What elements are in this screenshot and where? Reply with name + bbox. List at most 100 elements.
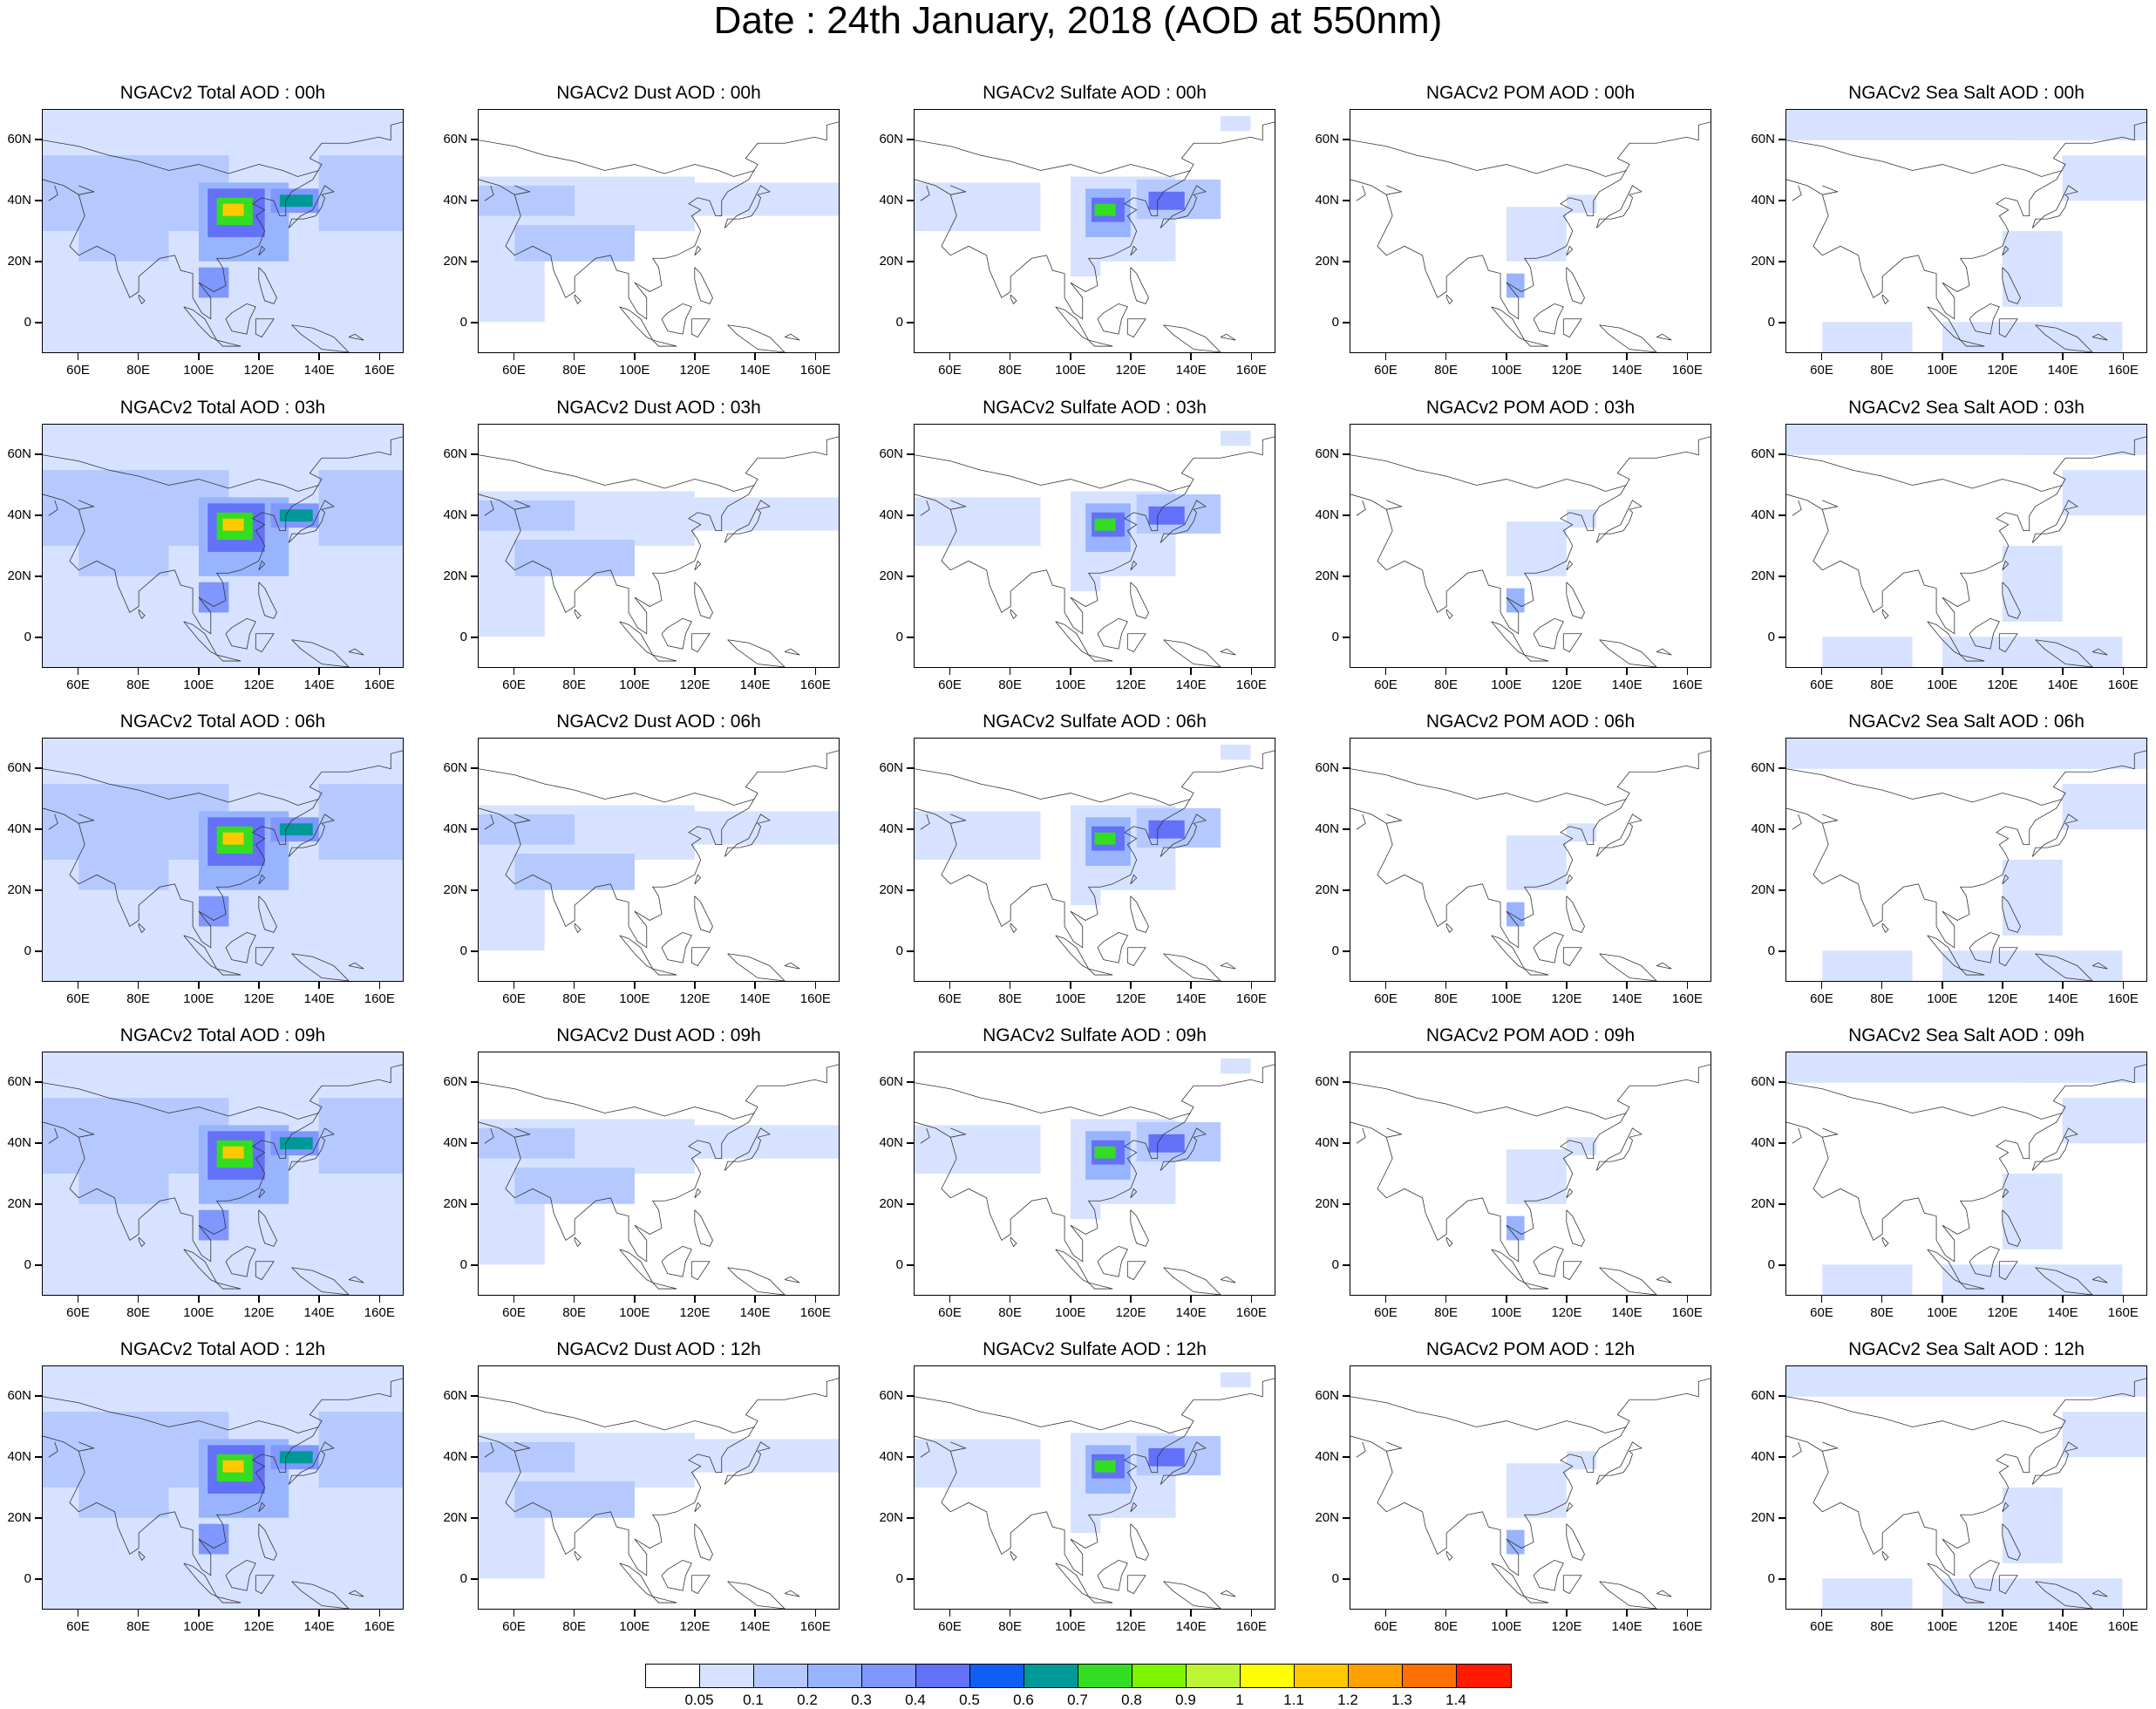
coastline xyxy=(1097,1245,1128,1277)
coastline xyxy=(48,1441,58,1458)
coastline xyxy=(2091,962,2108,970)
coastline xyxy=(183,1249,218,1284)
colorbar-label: 0.4 xyxy=(905,1692,926,1708)
aod-shading xyxy=(1148,506,1185,525)
coastline xyxy=(1220,1590,1236,1597)
coastline xyxy=(915,1064,1275,1263)
lon-tick-label: 160E xyxy=(1671,991,1703,1006)
coastline xyxy=(2031,814,2078,857)
coastline xyxy=(1595,185,1643,228)
lon-tick-label: 100E xyxy=(619,991,650,1006)
coastline xyxy=(1010,923,1017,934)
lon-tick-label: 80E xyxy=(562,1305,586,1320)
lon-tick-label: 80E xyxy=(998,363,1022,378)
aod-shading xyxy=(694,1439,839,1473)
coastline xyxy=(690,318,711,338)
coastline xyxy=(690,1575,711,1595)
lat-tick-mark xyxy=(1343,828,1350,830)
aod-map xyxy=(915,1372,1275,1609)
coastline xyxy=(1562,1575,1582,1595)
lon-tick-label: 100E xyxy=(1055,363,1086,378)
lon-tick-mark xyxy=(1445,353,1447,360)
coastline xyxy=(225,617,256,650)
lon-tick-mark xyxy=(198,353,200,360)
map-frame xyxy=(914,109,1275,353)
coastline xyxy=(484,1127,494,1144)
coastline xyxy=(1998,1575,2018,1595)
coastline xyxy=(694,1501,702,1513)
lon-tick-mark xyxy=(1626,1610,1628,1617)
coastline xyxy=(1881,609,1889,620)
lat-tick-label: 40N xyxy=(1751,507,1775,522)
aod-shading xyxy=(198,1523,229,1555)
coastline xyxy=(138,294,146,305)
lon-tick-mark xyxy=(634,982,636,989)
coastline xyxy=(724,1441,771,1485)
lon-tick-mark xyxy=(1881,1610,1883,1617)
lon-tick-mark xyxy=(1566,1610,1568,1617)
coastline xyxy=(619,306,654,342)
lat-tick-mark xyxy=(907,200,914,201)
lon-tick-label: 60E xyxy=(66,1619,90,1634)
coastline xyxy=(1566,1523,1585,1561)
lat-tick-mark xyxy=(471,1142,478,1144)
aod-shading xyxy=(2002,546,2063,622)
lon-tick-label: 60E xyxy=(1374,677,1398,692)
coastline xyxy=(2002,874,2010,885)
coastline xyxy=(258,874,266,885)
lon-tick-mark xyxy=(1506,668,1507,675)
lat-tick-mark xyxy=(471,1578,478,1580)
lon-tick-mark xyxy=(2062,668,2064,675)
lat-tick-mark xyxy=(35,767,42,769)
coastline xyxy=(1656,1590,1672,1597)
coastline xyxy=(950,814,967,824)
lon-tick-label: 60E xyxy=(502,991,526,1006)
lat-tick-mark xyxy=(471,1517,478,1519)
aod-shading xyxy=(1942,637,2123,667)
aod-shading xyxy=(2002,860,2063,936)
lon-tick-mark xyxy=(2122,1296,2125,1303)
lon-tick-label: 80E xyxy=(562,991,586,1006)
coastline xyxy=(1533,1245,1564,1277)
lon-tick-mark xyxy=(1626,668,1628,675)
coastline xyxy=(1566,267,1585,304)
lon-tick-mark xyxy=(1384,668,1387,675)
lat-tick-label: 60N xyxy=(1315,446,1339,461)
coastline xyxy=(216,1596,241,1603)
coastline xyxy=(291,1581,350,1609)
lon-tick-mark xyxy=(573,668,575,675)
lon-tick-label: 80E xyxy=(1434,677,1458,692)
lon-tick-mark xyxy=(949,668,951,675)
lon-tick-label: 120E xyxy=(1115,1619,1146,1634)
coastline xyxy=(2002,582,2021,619)
lon-tick-label: 100E xyxy=(183,677,214,692)
lon-tick-label: 100E xyxy=(1491,677,1522,692)
lat-tick-label: 0 xyxy=(895,315,903,330)
coastline xyxy=(225,1559,256,1591)
lat-tick-label: 0 xyxy=(895,943,903,958)
coastline xyxy=(694,1209,713,1247)
lon-tick-mark xyxy=(1820,1610,1823,1617)
lon-tick-label: 60E xyxy=(1810,677,1833,692)
lon-tick-label: 140E xyxy=(739,677,771,692)
coastline xyxy=(258,560,266,571)
lon-tick-mark xyxy=(1626,353,1628,360)
lon-tick-mark xyxy=(694,353,696,360)
aod-shading xyxy=(1506,902,1525,927)
aod-shading xyxy=(1148,820,1185,839)
lat-tick-label: 0 xyxy=(895,1257,903,1272)
lon-tick-mark xyxy=(1881,1296,1883,1303)
lon-tick-label: 100E xyxy=(1491,363,1522,378)
coastline xyxy=(225,931,256,963)
coastline xyxy=(915,1082,1191,1120)
lat-tick-label: 40N xyxy=(443,193,467,208)
lon-tick-mark xyxy=(378,1610,381,1617)
colorbar-swatch xyxy=(1187,1665,1241,1687)
lon-tick-label: 160E xyxy=(799,991,831,1006)
lon-tick-mark xyxy=(1009,1296,1011,1303)
coastline xyxy=(1350,768,1627,806)
lon-tick-mark xyxy=(573,1296,575,1303)
coastline xyxy=(915,750,1275,949)
panel-title: NGACv2 Sea Salt AOD : 00h xyxy=(1848,83,2085,103)
lon-tick-mark xyxy=(378,1296,381,1303)
